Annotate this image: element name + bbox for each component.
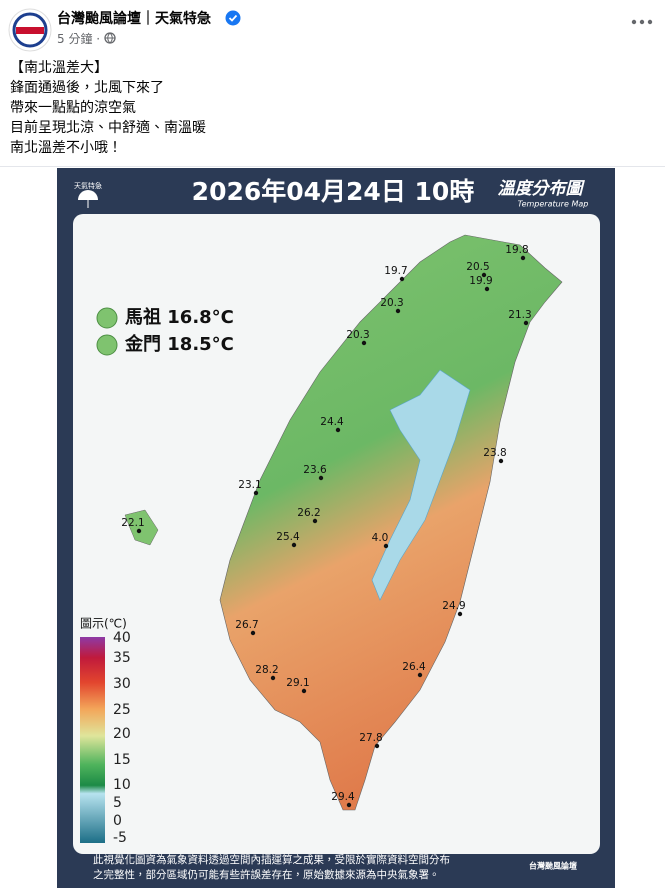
station-value: 22.1 [121,517,144,529]
mountains [371,369,471,601]
station-dot [498,458,504,464]
station-value: 21.3 [508,309,531,321]
avatar[interactable] [8,8,52,52]
legend-title: 圖示(℃) [80,617,127,631]
station-dot [346,802,352,808]
station-value: 23.8 [483,447,506,459]
station-dot [457,611,463,617]
station-value: 20.3 [346,329,369,341]
station-dot [374,743,380,749]
map-title: 2026年04月24日 10時 [192,177,475,206]
island-marker [96,334,118,356]
station-value: 19.8 [505,244,528,256]
station-dot [484,286,490,292]
legend-tick: 25 [113,702,131,718]
station-dot [417,672,423,678]
station-dot [291,542,297,548]
station-value: 20.3 [380,297,403,309]
station-dot [136,528,142,534]
penghu [124,509,159,546]
legend-tick: 35 [113,650,131,666]
brand-logo [78,190,98,208]
legend-tick: 5 [113,795,122,811]
station-dot [481,272,487,278]
station-value: 24.4 [320,416,344,428]
island-label: 馬祖 16.8°C [125,306,234,328]
globe-icon [104,32,116,44]
legend-tick: 15 [113,752,131,768]
map-footer: 之完整性，部分區域仍可能有些許誤差存在，原始數據來源為中央氣象署。 [93,868,440,881]
map-footer: 此視覺化圖資為氣象資料透過空間內插運算之成果，受限於實際資料空間分布 [93,853,450,866]
post-time[interactable]: 5 分鐘 · [57,32,101,46]
station-dot [270,675,276,681]
station-dot [383,543,389,549]
station-value: 26.7 [235,619,258,631]
map-subtitle-en: Temperature Map [518,200,589,209]
post-text: 南北溫差不小哦！ [10,140,122,156]
station-value: 4.0 [372,532,389,544]
map-subtitle: 溫度分布圖 [498,179,586,199]
legend-bar [80,637,105,843]
station-value: 26.2 [297,507,320,519]
taiwan-map [219,234,563,811]
divider [0,166,665,167]
post-text: 目前呈現北涼、中舒適、南溫暖 [10,120,206,136]
station-value: 23.6 [303,464,327,476]
station-value: 29.4 [331,791,355,803]
station-value: 26.4 [402,661,426,673]
station-dot [301,688,307,694]
station-dot [520,255,526,261]
island-label: 金門 18.5°C [124,333,234,355]
station-dot [250,630,256,636]
station-dot [312,518,318,524]
station-dot [318,475,324,481]
legend-tick: 30 [113,676,131,692]
verified-badge [225,10,241,26]
station-dot [335,427,341,433]
station-value: 19.9 [469,275,492,287]
legend-tick: 0 [113,813,122,829]
station-dot [361,340,367,346]
station-value: 19.7 [384,265,407,277]
island-marker [96,307,118,329]
station-dot [253,490,259,496]
legend-tick: 40 [113,630,131,646]
station-value: 25.4 [276,531,300,543]
station-dot [399,276,405,282]
station-value: 24.9 [442,600,465,612]
brand-text: 天氣特急 [74,181,102,190]
map-logo: 台灣颱風論壇 [529,861,577,871]
station-value: 20.5 [466,261,489,273]
station-dot [523,320,529,326]
legend-tick: 10 [113,777,131,793]
station-value: 27.8 [359,732,382,744]
station-dot [395,308,401,314]
station-value: 23.1 [238,479,261,491]
station-value: 28.2 [255,664,278,676]
station-value: 29.1 [286,677,309,689]
more-button[interactable] [630,18,654,26]
legend-tick: 20 [113,726,131,742]
post-text: 【南北溫差大】 [10,60,108,76]
post-text: 帶來一點點的涼空氣 [10,100,136,116]
author-name[interactable]: 台灣颱風論壇｜天氣特急 [57,11,211,27]
legend-tick: -5 [113,830,127,846]
post-text: 鋒面通過後，北風下來了 [10,80,164,96]
